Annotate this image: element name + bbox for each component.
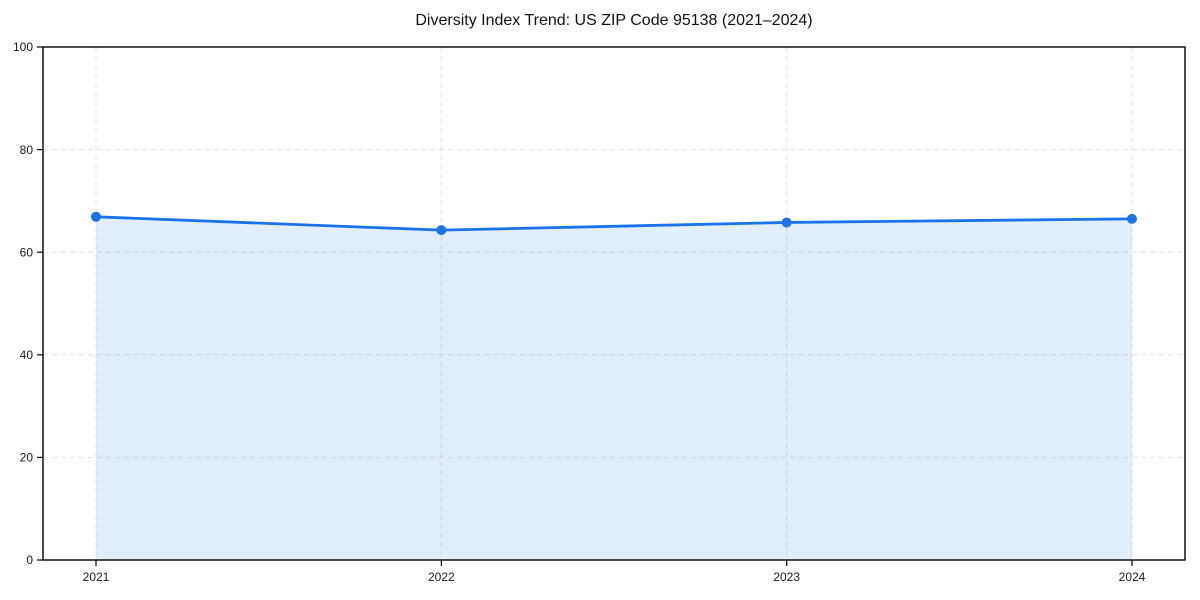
- x-tick-label-2021: 2021: [83, 570, 110, 584]
- data-point-2021: [91, 211, 101, 222]
- data-point-2022: [436, 225, 447, 236]
- area-fill: [96, 216, 1132, 561]
- trend-line: [94, 215, 1134, 232]
- y-tick-label-100: 100: [13, 40, 33, 54]
- data-point-2024: [1127, 213, 1137, 224]
- data-point-2023: [781, 217, 792, 228]
- y-tick-label-60: 60: [20, 245, 34, 259]
- x-tick-label-2022: 2022: [428, 570, 455, 584]
- y-tick-label-80: 80: [20, 143, 34, 157]
- y-tick-label-40: 40: [20, 348, 34, 362]
- x-tick-label-2023: 2023: [773, 570, 800, 584]
- y-tick-label-0: 0: [26, 553, 33, 567]
- x-tick-label-2024: 2024: [1119, 570, 1146, 584]
- plot-border: [42, 46, 1186, 561]
- y-tick-label-20: 20: [20, 451, 34, 465]
- chart-title: Diversity Index Trend: US ZIP Code 95138…: [415, 12, 813, 29]
